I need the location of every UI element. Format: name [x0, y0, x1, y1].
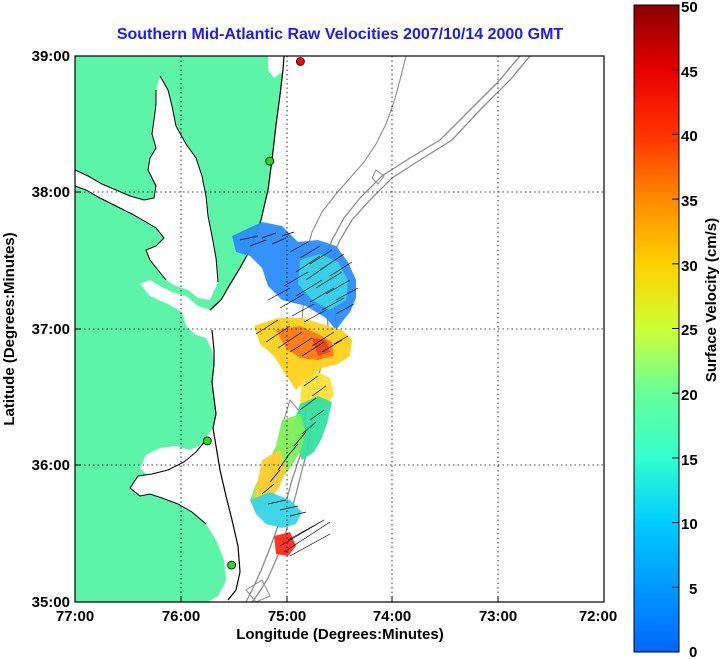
x-tick-label: 74:00 — [373, 608, 411, 625]
colorbar-tick-label: 15 — [681, 452, 698, 469]
colorbar-tick-label: 0 — [689, 644, 697, 659]
x-tick-label: 72:00 — [579, 608, 617, 625]
station-marker — [202, 436, 212, 446]
grid-lines — [75, 56, 604, 602]
colorbar-tick-label: 20 — [681, 387, 698, 404]
colorbar-tick-label: 30 — [681, 258, 698, 275]
y-axis-label: Latitude (Degrees:Minutes) — [1, 232, 18, 425]
colorbar-tick-label: 5 — [689, 581, 697, 598]
x-tick-label: 73:00 — [479, 608, 517, 625]
pamlico-sound — [130, 430, 240, 600]
colorbar: 50 45 40 35 30 25 20 15 10 5 0 Surface V… — [633, 0, 720, 659]
y-tick-label: 35:00 — [32, 594, 70, 611]
velocity-field — [232, 222, 356, 556]
chesapeake-bay — [75, 76, 218, 300]
colorbar-tick-label: 50 — [681, 0, 698, 16]
y-tick-label: 38:00 — [32, 184, 70, 201]
colorbar-gradient — [633, 4, 680, 653]
x-tick-labels: 77:00 76:00 75:00 74:00 73:00 72:00 — [56, 608, 617, 625]
x-tick-label: 77:00 — [56, 608, 94, 625]
colorbar-tick-label: 45 — [681, 64, 698, 81]
colorbar-tick-label: 35 — [681, 193, 698, 210]
station-markers — [202, 57, 305, 570]
station-marker — [265, 156, 275, 166]
map-plot-area — [75, 56, 604, 602]
y-tick-label: 37:00 — [32, 321, 70, 338]
x-tick-label: 75:00 — [268, 608, 306, 625]
station-marker — [295, 57, 305, 66]
station-marker — [227, 560, 237, 570]
y-tick-labels: 39:00 38:00 37:00 36:00 35:00 — [32, 48, 70, 611]
colorbar-tick-label: 10 — [681, 516, 698, 533]
velocity-vectors — [239, 231, 359, 557]
y-tick-label: 39:00 — [32, 48, 70, 65]
colorbar-tick-label: 40 — [681, 128, 698, 145]
colorbar-label: Surface Velocity (cm/s) — [703, 218, 720, 382]
y-tick-label: 36:00 — [32, 457, 70, 474]
x-axis-label: Longitude (Degrees:Minutes) — [236, 626, 444, 643]
x-tick-label: 76:00 — [162, 608, 200, 625]
chart-title: Southern Mid-Atlantic Raw Velocities 200… — [117, 26, 564, 43]
colorbar-tick-label: 25 — [681, 322, 698, 339]
